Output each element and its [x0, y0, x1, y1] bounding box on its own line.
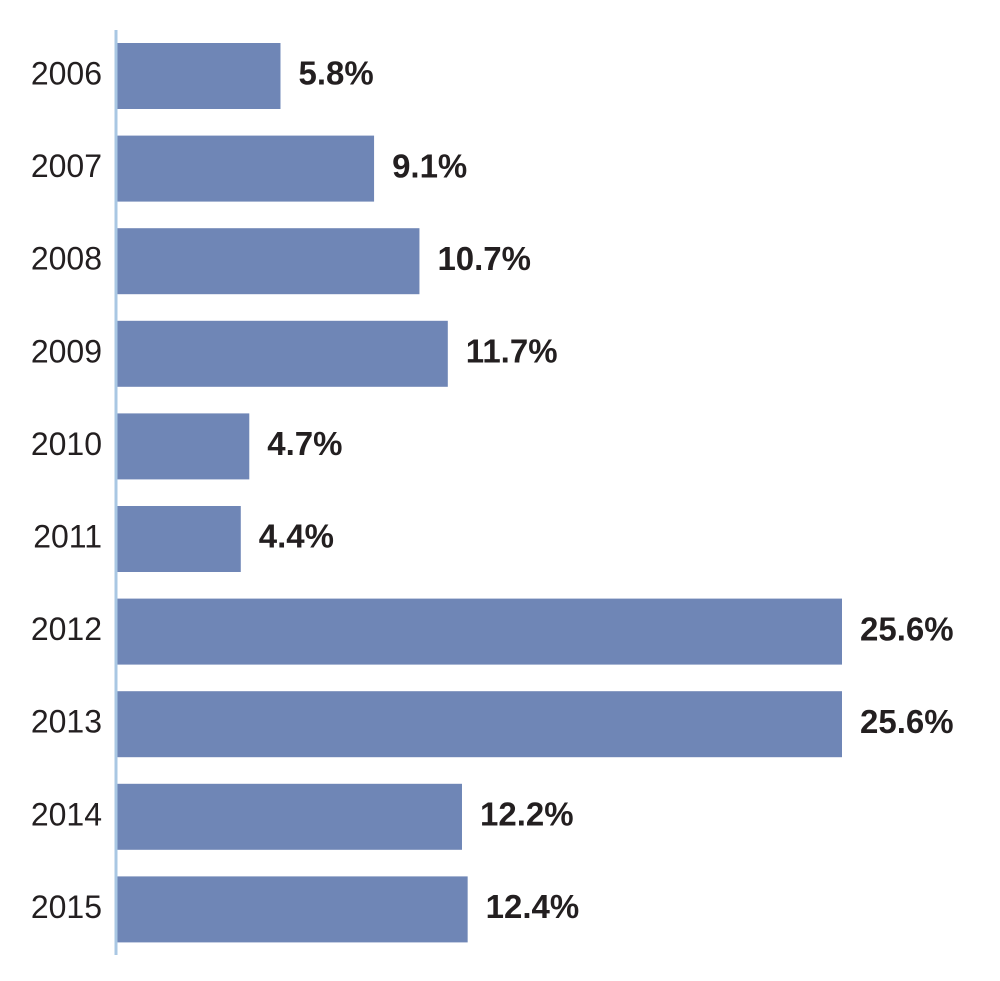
value-label-2008: 10.7%	[437, 240, 531, 277]
bar-2009	[116, 320, 448, 387]
value-label-2009: 11.7%	[466, 333, 558, 370]
category-label-2014: 2014	[31, 796, 102, 832]
value-label-2012: 25.6%	[860, 610, 954, 647]
bars-group	[116, 43, 842, 943]
value-label-2011: 4.4%	[259, 518, 334, 555]
category-label-2011: 2011	[33, 518, 102, 554]
category-label-2006: 2006	[31, 55, 102, 91]
value-labels-group: 5.8% 9.1% 10.7% 11.7% 4.7% 4.4% 25.6% 25.6% 12.2…	[259, 55, 954, 925]
category-label-2010: 2010	[31, 426, 102, 462]
category-label-2009: 2009	[31, 333, 102, 369]
bar-2010	[116, 413, 250, 480]
value-label-2015: 12.4%	[486, 888, 580, 925]
category-label-2015: 2015	[31, 889, 102, 925]
value-label-2013: 25.6%	[860, 703, 954, 740]
bar-2006	[116, 43, 281, 109]
bar-2013	[116, 691, 842, 758]
bar-2014	[116, 783, 462, 850]
category-label-2013: 2013	[31, 704, 102, 740]
bar-2008	[116, 228, 420, 295]
value-label-2006: 5.8%	[298, 55, 373, 92]
category-label-2007: 2007	[31, 148, 102, 184]
bar-2011	[116, 506, 241, 572]
value-label-2007: 9.1%	[392, 147, 467, 184]
value-label-2014: 12.2%	[480, 796, 574, 833]
bar-2015	[116, 876, 468, 943]
category-labels-group: 2006 2007 2008 2009 2010 2011 2012 2013 2014 2015	[31, 55, 102, 924]
value-label-2010: 4.7%	[267, 425, 342, 462]
bar-2007	[116, 135, 375, 202]
category-label-2012: 2012	[31, 611, 102, 647]
category-label-2008: 2008	[31, 241, 102, 277]
bar-2012	[116, 598, 842, 665]
